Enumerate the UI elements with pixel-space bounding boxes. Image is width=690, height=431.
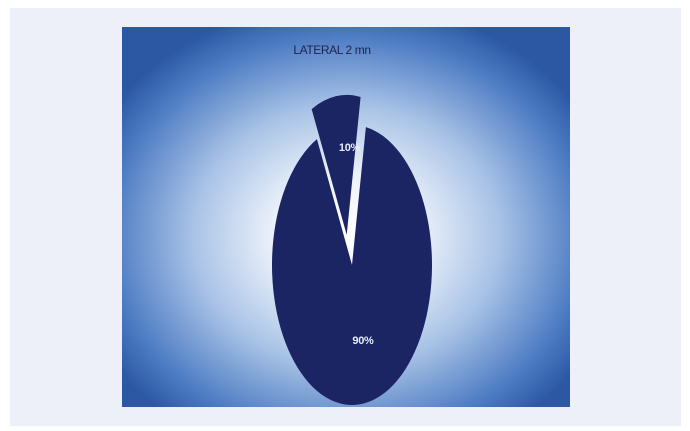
slice-label-90: 90%	[352, 335, 374, 347]
pie-chart: LATERAL 2 mn 10% 90%	[122, 27, 570, 407]
pie-slice-10	[311, 94, 361, 235]
chart-title: LATERAL 2 mn	[293, 43, 370, 57]
slice-label-10: 10%	[339, 142, 361, 154]
pie-slices: 10% 90%	[272, 94, 433, 406]
pie-slice-90	[272, 127, 433, 406]
pie-chart-svg: LATERAL 2 mn 10% 90%	[122, 27, 570, 407]
